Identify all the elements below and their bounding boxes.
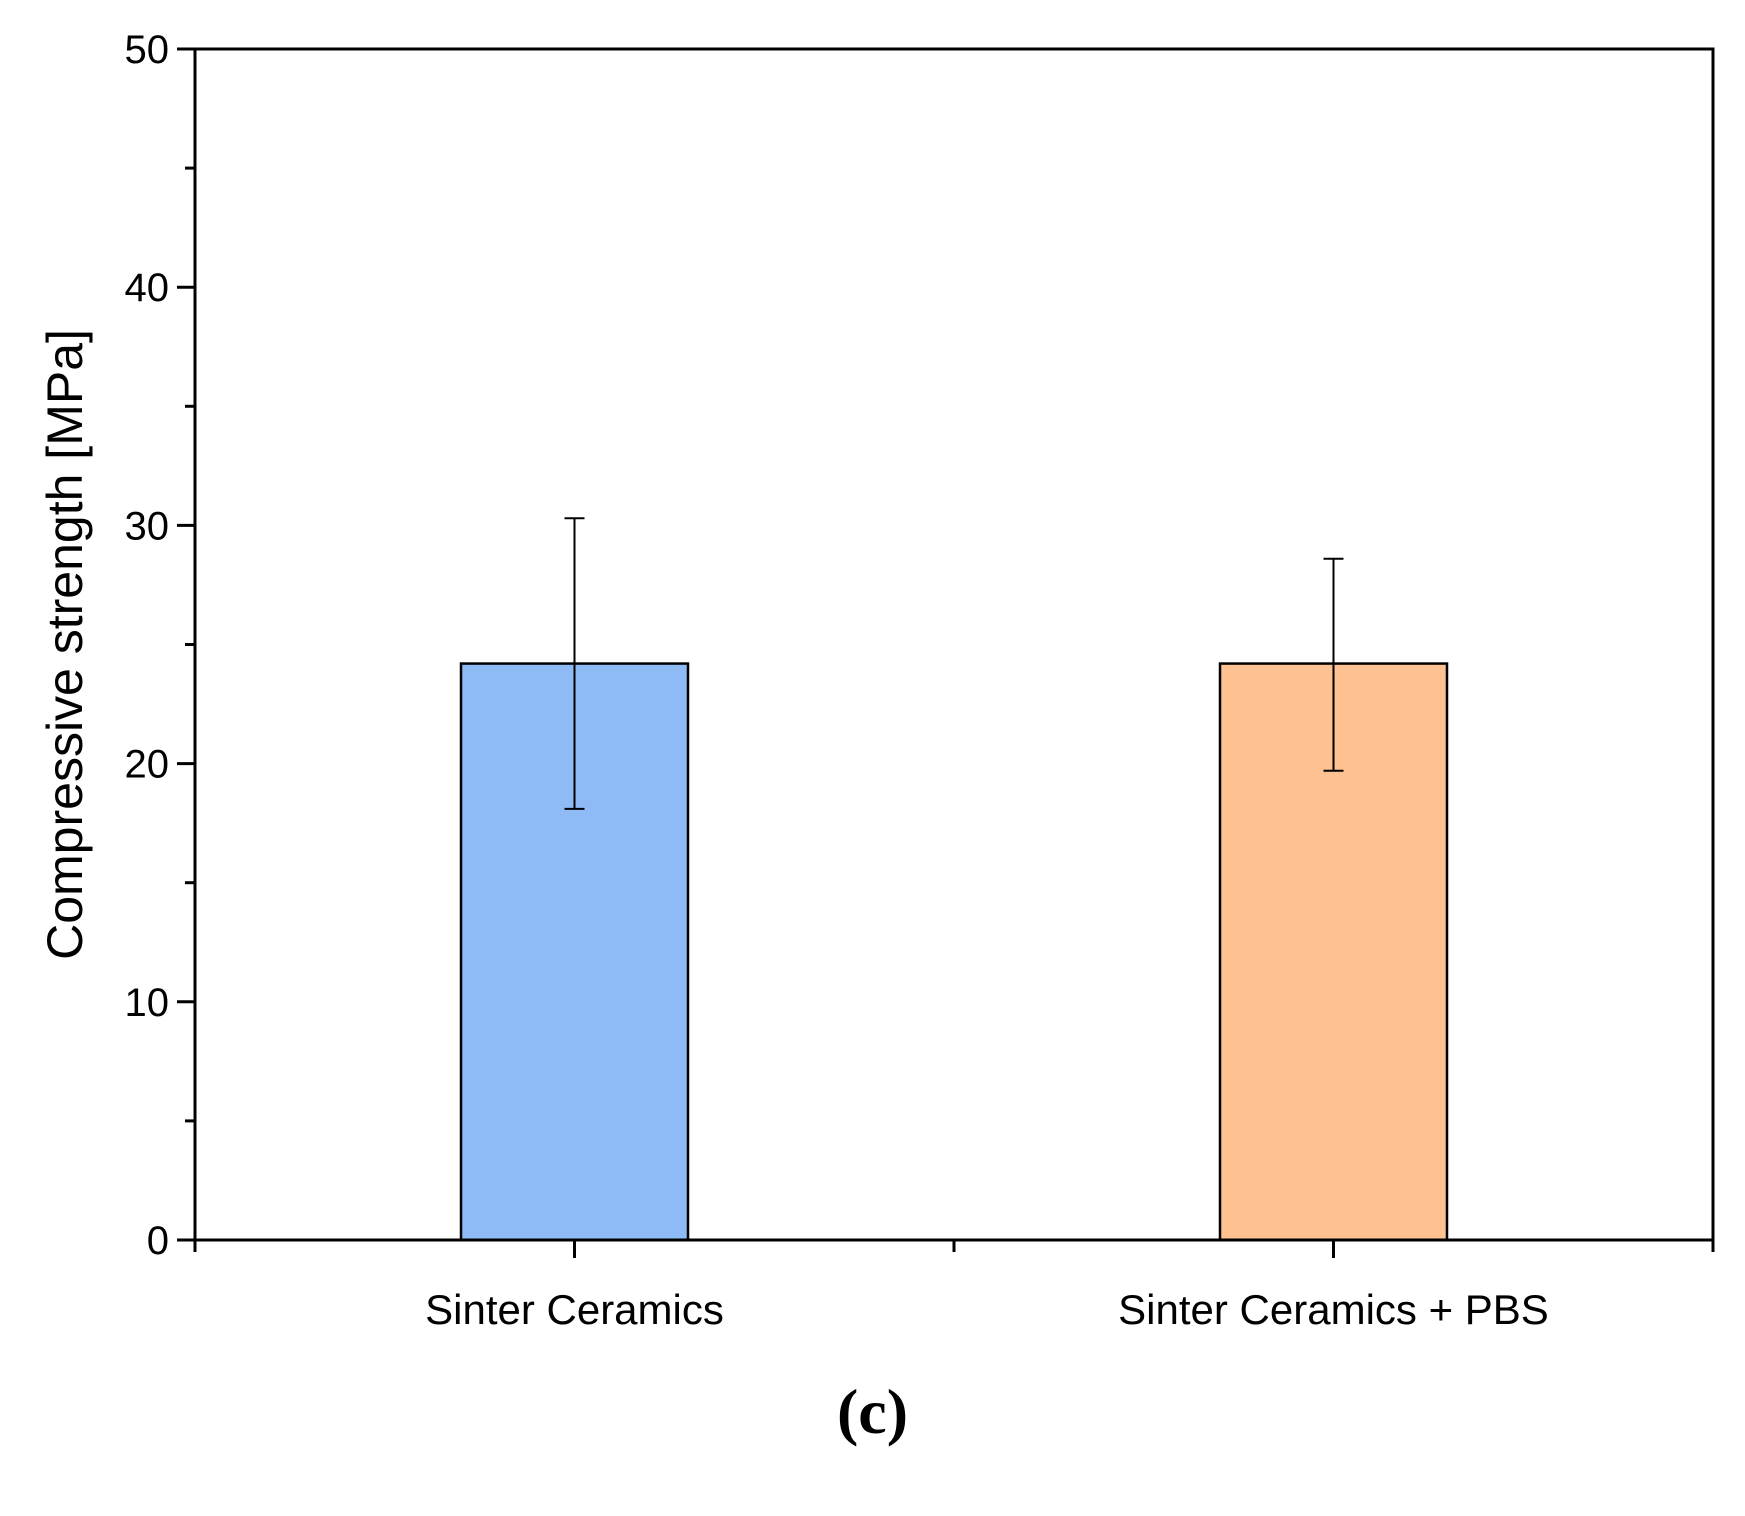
y-tick-label: 10 bbox=[125, 981, 170, 1025]
y-tick-label: 40 bbox=[125, 266, 170, 310]
y-tick-label: 0 bbox=[147, 1219, 169, 1263]
x-tick-label: Sinter Ceramics + PBS bbox=[1118, 1286, 1549, 1333]
panel-label: (c) bbox=[836, 1376, 909, 1447]
x-tick-label: Sinter Ceramics bbox=[425, 1286, 724, 1333]
y-axis-label: Compressive strength [MPa] bbox=[37, 329, 93, 960]
plot-frame bbox=[193, 47, 1715, 1242]
y-tick-label: 30 bbox=[125, 504, 170, 548]
y-tick-label: 20 bbox=[125, 743, 170, 787]
y-tick-label: 50 bbox=[125, 28, 170, 72]
